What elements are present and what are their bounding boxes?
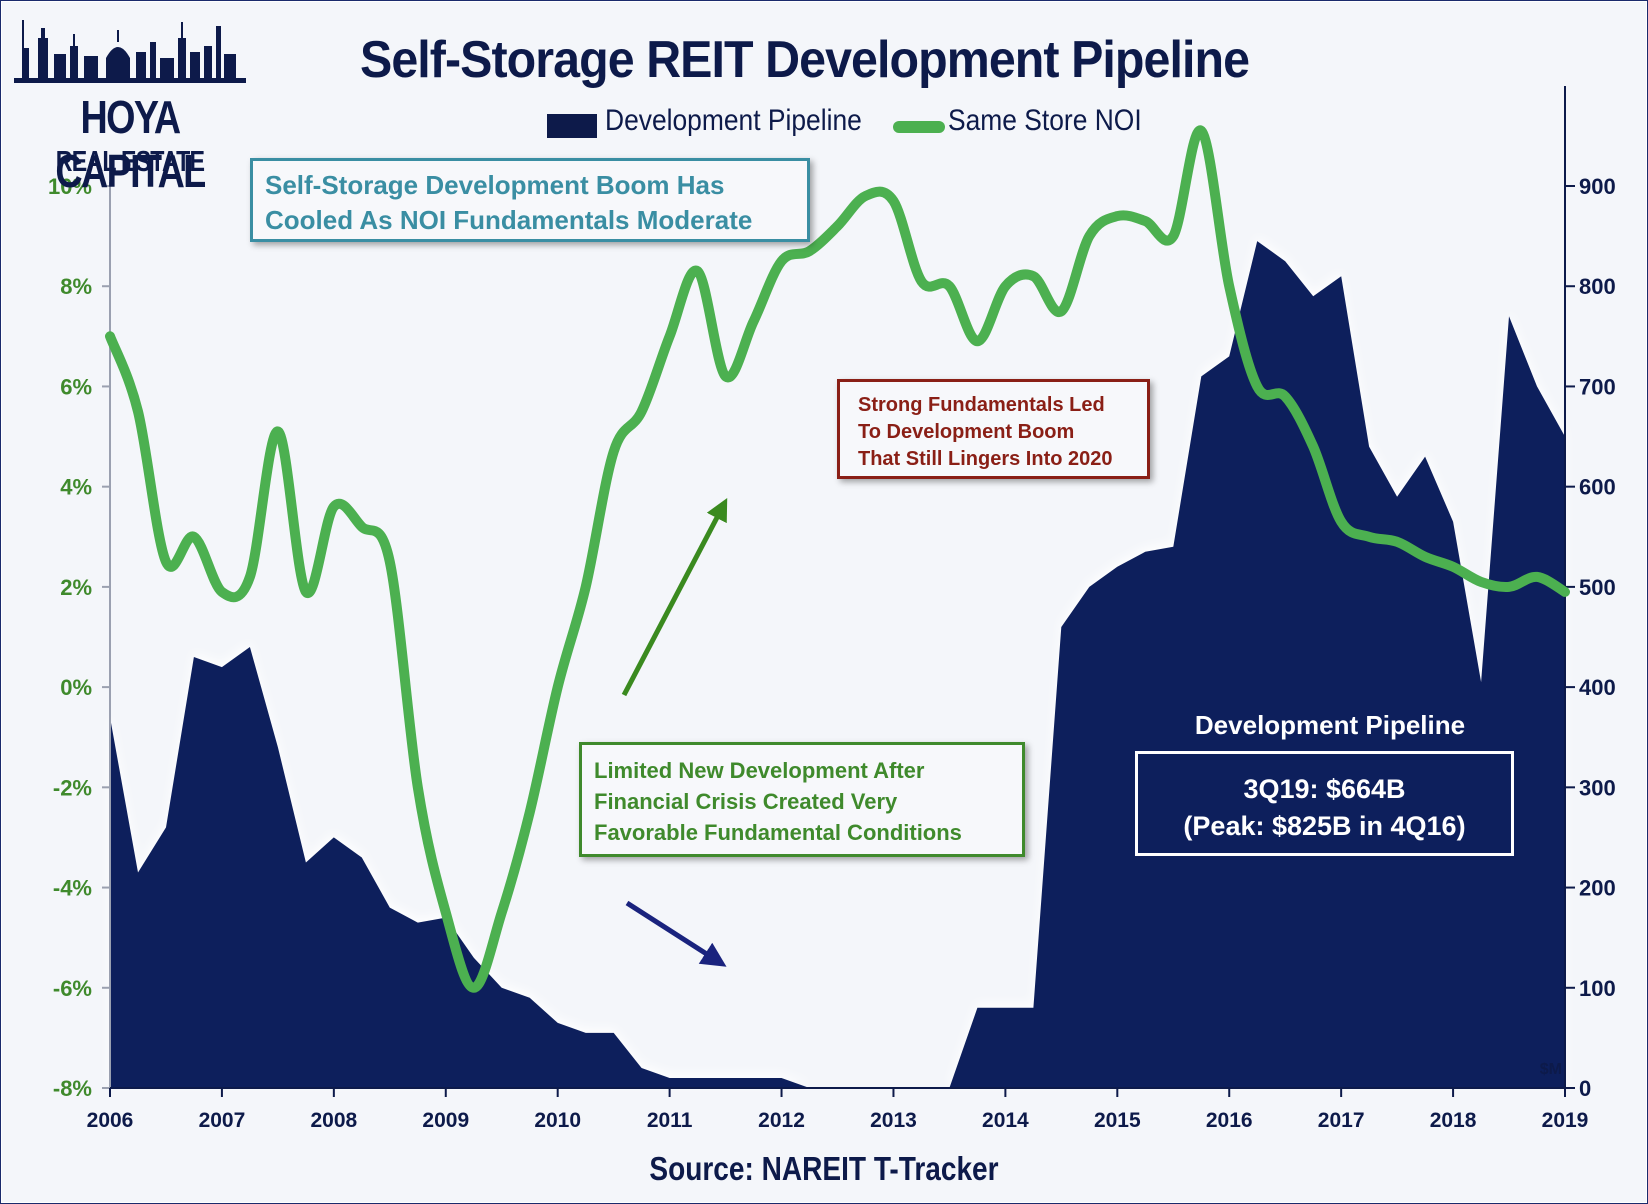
right-tick-label: 800	[1579, 274, 1616, 299]
logo-subtext: REAL ESTATE	[55, 146, 205, 178]
x-tick-label: 2011	[647, 1109, 693, 1132]
x-tick-label: 2009	[422, 1109, 469, 1132]
green-arrow	[621, 498, 728, 697]
right-tick-label: 400	[1579, 675, 1616, 700]
legend-label-noi: Same Store NOI	[948, 104, 1142, 137]
pipeline-callout-line: (Peak: $825B in 4Q16)	[1183, 811, 1466, 841]
logo-text: HOYA CAPITAL	[55, 91, 206, 197]
source-note: Source: NAREIT T-Tracker	[649, 1150, 999, 1187]
pipeline-callout-title: Development Pipeline	[1194, 710, 1466, 740]
left-tick-label: 4%	[60, 475, 92, 500]
annotation-red-line: Strong Fundamentals Led	[858, 394, 1105, 416]
left-tick-label: 2%	[60, 575, 92, 600]
logo: HOYA CAPITAL REAL ESTATE	[14, 8, 246, 197]
annotation-teal-line: Self-Storage Development Boom Has	[265, 170, 725, 200]
pipeline-callout-line: 3Q19: $664B	[1243, 774, 1406, 804]
left-tick-label: -2%	[53, 775, 92, 800]
right-tick-label: 200	[1579, 876, 1616, 901]
x-tick-label: 2010	[534, 1109, 581, 1132]
x-tick-label: 2013	[870, 1109, 917, 1132]
right-tick-label: 500	[1579, 575, 1616, 600]
x-tick-label: 2007	[199, 1109, 246, 1132]
x-tick-label: 2019	[1542, 1109, 1589, 1132]
annotation-red: Strong Fundamentals Led To Development B…	[837, 379, 1150, 479]
right-tick-label: 0	[1579, 1076, 1591, 1101]
x-tick-label: 2017	[1318, 1109, 1365, 1132]
x-tick-label: 2014	[982, 1109, 1029, 1132]
annotation-red-line: That Still Lingers Into 2020	[858, 448, 1113, 470]
right-tick-label: 600	[1579, 475, 1616, 500]
right-axis-unit: $M	[1540, 1061, 1562, 1078]
city-skyline-icon	[14, 20, 246, 83]
annotation-green-line: Favorable Fundamental Conditions	[594, 820, 962, 845]
left-tick-label: 8%	[60, 274, 92, 299]
pipeline-area-layer	[110, 241, 1565, 1089]
left-tick-label: -4%	[53, 876, 92, 901]
x-tick-label: 2006	[87, 1109, 134, 1132]
legend-label-pipeline: Development Pipeline	[605, 104, 862, 137]
x-tick-label: 2015	[1094, 1109, 1141, 1132]
x-tick-label: 2008	[310, 1109, 357, 1132]
right-tick-label: 900	[1579, 174, 1616, 199]
annotation-green-line: Limited New Development After	[594, 758, 925, 783]
blue-arrow	[625, 900, 727, 967]
right-tick-label: 300	[1579, 775, 1616, 800]
x-tick-label: 2018	[1430, 1109, 1477, 1132]
annotation-green-line: Financial Crisis Created Very	[594, 789, 898, 814]
pipeline-area	[110, 241, 1565, 1089]
noi-line	[105, 125, 1570, 993]
pipeline-callout-box: 3Q19: $664B (Peak: $825B in 4Q16)	[1135, 751, 1514, 856]
left-tick-label: -6%	[53, 976, 92, 1001]
left-tick-label: 0%	[60, 675, 92, 700]
left-tick-label: 6%	[60, 374, 92, 399]
annotation-teal-line: Cooled As NOI Fundamentals Moderate	[265, 205, 753, 235]
left-tick-label: -8%	[53, 1076, 92, 1101]
annotation-teal: Self-Storage Development Boom Has Cooled…	[250, 158, 810, 242]
annotation-green: Limited New Development After Financial …	[579, 742, 1025, 857]
x-tick-label: 2016	[1206, 1109, 1253, 1132]
chart-title: Self-Storage REIT Development Pipeline	[360, 31, 1250, 89]
right-tick-label: 700	[1579, 374, 1616, 399]
noi-line-layer	[105, 125, 1570, 993]
right-tick-label: 100	[1579, 976, 1616, 1001]
x-tick-label: 2012	[758, 1109, 805, 1132]
legend-swatch-pipeline	[547, 114, 597, 138]
left-tick-label: 10%	[48, 174, 92, 199]
legend-swatch-noi	[893, 121, 945, 133]
annotation-red-line: To Development Boom	[858, 421, 1075, 443]
